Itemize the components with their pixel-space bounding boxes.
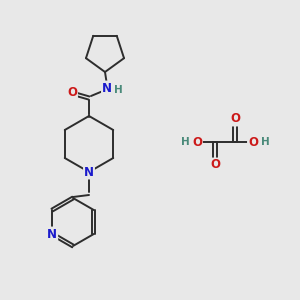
Text: O: O (192, 136, 202, 148)
Text: N: N (84, 166, 94, 178)
Text: H: H (261, 137, 269, 147)
Text: O: O (210, 158, 220, 172)
Text: H: H (181, 137, 189, 147)
Text: N: N (102, 82, 112, 94)
Text: N: N (47, 227, 57, 241)
Text: O: O (248, 136, 258, 148)
Text: O: O (230, 112, 240, 125)
Text: O: O (67, 85, 77, 98)
Text: H: H (114, 85, 122, 95)
